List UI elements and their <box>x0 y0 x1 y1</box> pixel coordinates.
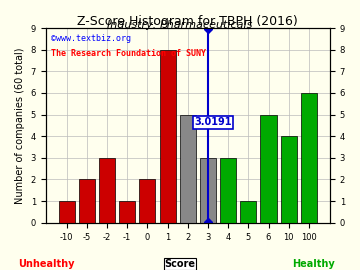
Bar <box>281 136 297 223</box>
Text: Industry: Pharmaceuticals: Industry: Pharmaceuticals <box>107 20 253 30</box>
Text: Unhealthy: Unhealthy <box>19 259 75 269</box>
Bar <box>180 114 196 223</box>
Bar <box>59 201 75 223</box>
Bar <box>119 201 135 223</box>
Bar <box>139 180 156 223</box>
Bar <box>301 93 317 223</box>
Text: Score: Score <box>165 259 195 269</box>
Bar <box>200 158 216 223</box>
Bar <box>220 158 236 223</box>
Bar <box>159 50 176 223</box>
Bar <box>260 114 276 223</box>
Text: The Research Foundation of SUNY: The Research Foundation of SUNY <box>51 49 206 58</box>
Title: Z-Score Histogram for TBPH (2016): Z-Score Histogram for TBPH (2016) <box>77 15 298 28</box>
Text: ©www.textbiz.org: ©www.textbiz.org <box>51 34 131 43</box>
Y-axis label: Number of companies (60 total): Number of companies (60 total) <box>15 47 25 204</box>
Bar <box>79 180 95 223</box>
Bar <box>240 201 256 223</box>
Text: Healthy: Healthy <box>292 259 334 269</box>
Bar <box>99 158 115 223</box>
Text: 3.0191: 3.0191 <box>194 117 232 127</box>
